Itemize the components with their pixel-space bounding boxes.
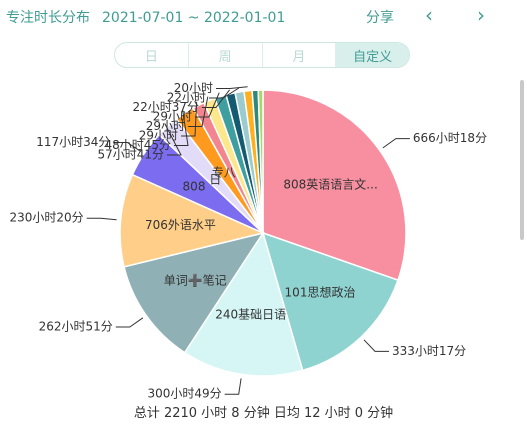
leader-line: [216, 86, 248, 89]
date-range[interactable]: 2021-07-01 ~ 2022-01-01: [102, 10, 286, 26]
scrollbar[interactable]: [520, 80, 524, 240]
leader-line: [224, 378, 242, 395]
pie-slice[interactable]: [261, 231, 399, 372]
leader-line: [188, 96, 209, 127]
slice-name-label: 日: [209, 172, 221, 186]
leader-line: [113, 142, 141, 152]
slice-name-label: 单词➕笔记: [164, 272, 227, 287]
slice-value-label: 230小时20分: [10, 211, 84, 225]
leader-line: [115, 317, 144, 328]
tab-month[interactable]: 月: [263, 43, 337, 67]
pie-chart: 808英语语言文... 666小时18分 101思想政治 333小时17分 240基础日…: [10, 81, 488, 400]
leader-line: [363, 339, 389, 352]
pie-slice[interactable]: [119, 173, 266, 268]
slice-value-label: 333小时17分: [392, 344, 466, 358]
slice-name-label: 808: [183, 179, 206, 193]
slice-value-label: 22小时: [167, 91, 206, 105]
slice-value-label: 22小时37分: [132, 100, 199, 114]
summary-text: 总计 2210 小时 8 分钟 日均 12 小时 0 分钟: [133, 406, 394, 421]
leader-line: [195, 92, 220, 118]
leader-line: [202, 89, 230, 108]
pie-slice[interactable]: [123, 231, 265, 354]
slice-name-label: 808英语语言文...: [283, 177, 377, 192]
leader-line: [181, 101, 198, 137]
pie-slice[interactable]: [183, 231, 304, 377]
leader-line: [164, 123, 182, 156]
next-arrow-icon[interactable]: ›: [477, 3, 485, 27]
tab-week[interactable]: 周: [189, 43, 263, 67]
slice-value-label: 666小时18分: [413, 131, 487, 145]
slice-value-label: 29小时: [139, 129, 178, 143]
slice-value-label: 48小时45分: [104, 138, 171, 152]
slice-value-label: 57小时41分: [97, 148, 164, 162]
header: 专注时长分布 2021-07-01 ~ 2022-01-01 分享 ‹ ›: [0, 0, 527, 34]
range-tabs: 日 周 月 自定义: [114, 42, 410, 68]
leader-line: [382, 138, 410, 149]
tab-day[interactable]: 日: [115, 43, 189, 67]
slice-value-label: 262小时51分: [39, 320, 113, 334]
slice-value-label: 20小时: [174, 81, 213, 95]
slice-value-label: 29小时: [146, 119, 185, 133]
title-bar: 专注时长分布 2021-07-01 ~ 2022-01-01: [6, 7, 285, 27]
leader-line: [174, 109, 189, 146]
prev-arrow-icon[interactable]: ‹: [425, 3, 433, 27]
pie-slice[interactable]: [257, 89, 264, 234]
tab-custom[interactable]: 自定义: [336, 43, 409, 67]
slice-value-label: 300小时49分: [148, 387, 222, 400]
slice-value-label: 117小时34分: [36, 135, 110, 149]
slice-name-label: 240基础日语: [215, 308, 286, 322]
pie-slice[interactable]: [262, 89, 407, 282]
slice-value-label: 29小时: [153, 110, 192, 124]
share-button[interactable]: 分享: [366, 10, 394, 26]
slice-name-label: 706外语水平: [145, 218, 216, 232]
page-title: 专注时长分布: [6, 10, 90, 26]
leader-line: [209, 87, 240, 99]
leader-line: [86, 217, 117, 221]
slice-name-label: 专八: [212, 165, 236, 180]
slice-name-label: 101思想政治: [285, 285, 356, 300]
